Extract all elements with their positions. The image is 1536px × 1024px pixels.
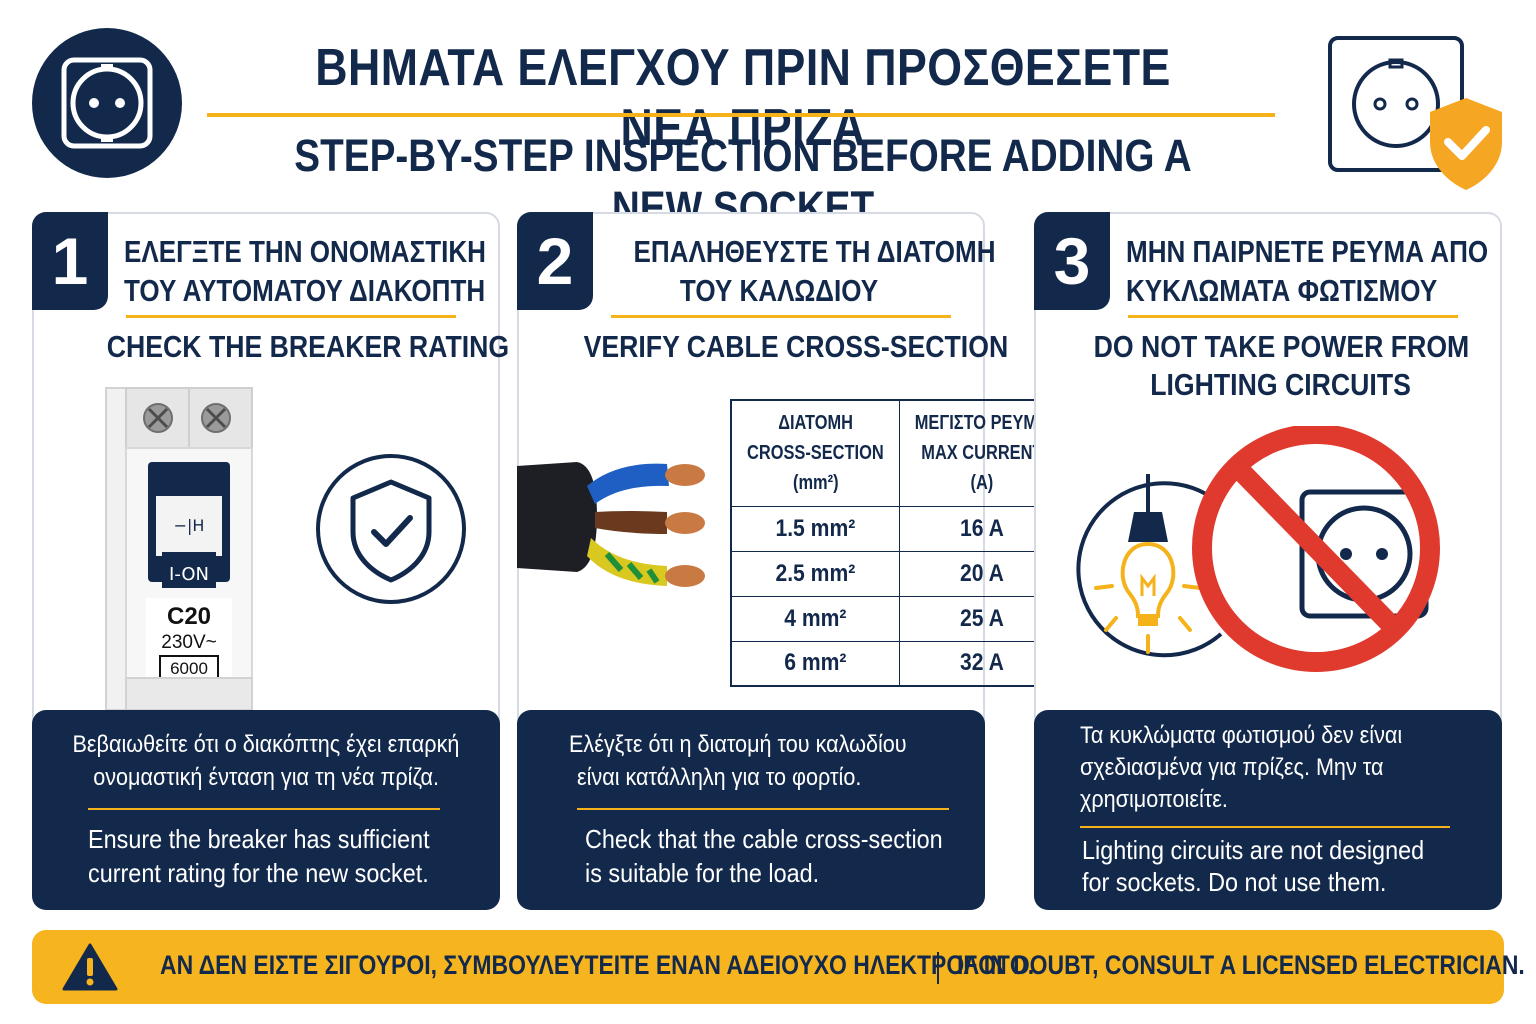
description-divider [577,808,949,810]
cell-section: 6 mm² [730,640,900,687]
table-row: 2.5 mm² 20 A [730,550,1065,597]
step-title-divider [1128,315,1458,318]
description-greek: Τα κυκλώματα φωτισμού δεν είναι σχεδιασμ… [1080,722,1403,813]
step-title-english: CHECK THE BREAKER RATING [106,329,510,364]
breaker-capacity: 6000 [170,659,208,678]
step-card-breaker: 1 ΕΛΕΓΞΤΕ ΤΗΝ ΟΝΟΜΑΣΤΙΚΗ ΤΟΥ ΑΥΤΟΜΑΤΟΥ Δ… [32,212,510,910]
lighting-circuit-illustration [1076,426,1440,672]
warning-banner: ΑΝ ΔΕΝ ΕΙΣΤΕ ΣΙΓΟΥΡΟΙ, ΣΥΜΒΟΥΛΕΥΤΕΙΤΕ ΕΝ… [32,930,1525,1004]
no-socket-icon [1192,426,1440,672]
warning-icon [62,943,118,991]
socket-logo-badge [32,28,182,178]
description-greek: Ελέγξτε ότι η διατομή του καλωδίου είναι… [569,731,907,791]
light-bulb-icon [1076,474,1223,658]
banner-separator [937,952,939,984]
step-title-english: DO NOT TAKE POWER FROM LIGHTING CIRCUITS [1093,329,1469,402]
description-divider [88,808,440,810]
warning-text-greek: ΑΝ ΔΕΝ ΕΙΣΤΕ ΣΙΓΟΥΡΟΙ, ΣΥΜΒΟΥΛΕΥΤΕΙΤΕ ΕΝ… [160,950,1035,980]
step-title-english: VERIFY CABLE CROSS-SECTION [583,329,1009,364]
table-header-row: ΔΙΑΤΟΜΗ CROSS-SECTION (mm²) ΜΕΓΙΣΤΟ ΡΕΥΜ… [730,399,1065,507]
socket-shield-check-icon [1328,36,1502,190]
step-title-greek: ΜΗΝ ΠΑΙΡΝΕΤΕ ΡΕΥΜΑ ΑΠΟ ΚΥΚΛΩΜΑΤΑ ΦΩΤΙΣΜΟ… [1126,234,1489,308]
cell-section: 4 mm² [730,595,900,642]
socket-shield-logo [1322,30,1512,200]
table-row: 4 mm² 25 A [730,595,1065,642]
step-card-cable: 2 ΕΠΑΛΗΘΕΥΣΤΕ ΤΗ ΔΙΑΤΟΜΗ ΤΟΥ ΚΑΛΩΔΙΟΥ VE… [517,212,1066,910]
step-title-greek: ΕΛΕΓΞΤΕ ΤΗΝ ΟΝΟΜΑΣΤΙΚΗ ΤΟΥ ΑΥΤΟΜΑΤΟΥ ΔΙΑ… [124,234,486,308]
description-divider [1080,826,1450,828]
page-title-greek: ΒΗΜΑΤΑ ΕΛΕΓΧΟΥ ΠΡΙΝ ΠΡΟΣΘΕΣΕΤΕ ΝΕΑ ΠΡΙΖΑ [315,39,1171,157]
cell-section: 1.5 mm² [730,505,900,552]
description-english: Lighting circuits are not designed for s… [1082,835,1425,897]
breaker-rating: C20 [167,603,211,630]
description-english: Check that the cable cross-section is su… [585,824,943,888]
title-divider [207,113,1275,117]
column-header-section: ΔΙΑΤΟΜΗ CROSS-SECTION (mm²) [730,399,900,507]
table-row: 1.5 mm² 16 A [730,505,1065,552]
step-card-lighting: 3 ΜΗΝ ΠΑΙΡΝΕΤΕ ΡΕΥΜΑ ΑΠΟ ΚΥΚΛΩΜΑΤΑ ΦΩΤΙΣ… [1034,212,1502,910]
step-description-panel: Βεβαιωθείτε ότι ο διακόπτης έχει επαρκή … [32,710,500,910]
step-number: 3 [1034,212,1110,310]
step-title-divider [126,315,456,318]
step-description-panel: Ελέγξτε ότι η διατομή του καλωδίου είναι… [517,710,985,910]
shield-check-icon [316,454,466,604]
cell-section: 2.5 mm² [730,550,900,597]
warning-text-english: IF IN DOUBT, CONSULT A LICENSED ELECTRIC… [957,950,1525,980]
socket-icon [61,57,153,149]
breaker-switch-label: I-ON [169,564,209,585]
step-description-panel: Τα κυκλώματα φωτισμού δεν είναι σχεδιασμ… [1034,710,1502,910]
description-greek: Βεβαιωθείτε ότι ο διακόπτης έχει επαρκή … [72,731,460,791]
cable-icon [517,462,705,587]
step-number: 2 [517,212,593,310]
breaker-voltage: 230V~ [161,632,216,653]
circuit-breaker-illustration: −|H I-ON C20 230V~ 6000 [105,387,253,711]
step-number: 1 [32,212,108,310]
step-title-divider [611,315,951,318]
breaker-switch-symbol: −|H [174,516,205,535]
step-title-greek: ΕΠΑΛΗΘΕΥΣΤΕ ΤΗ ΔΙΑΤΟΜΗ ΤΟΥ ΚΑΛΩΔΙΟΥ [633,234,996,308]
table-row: 6 mm² 32 A [730,640,1065,687]
description-english: Ensure the breaker has sufficient curren… [88,824,430,888]
cable-cross-section-table: ΔΙΑΤΟΜΗ CROSS-SECTION (mm²) ΜΕΓΙΣΤΟ ΡΕΥΜ… [730,399,1066,687]
